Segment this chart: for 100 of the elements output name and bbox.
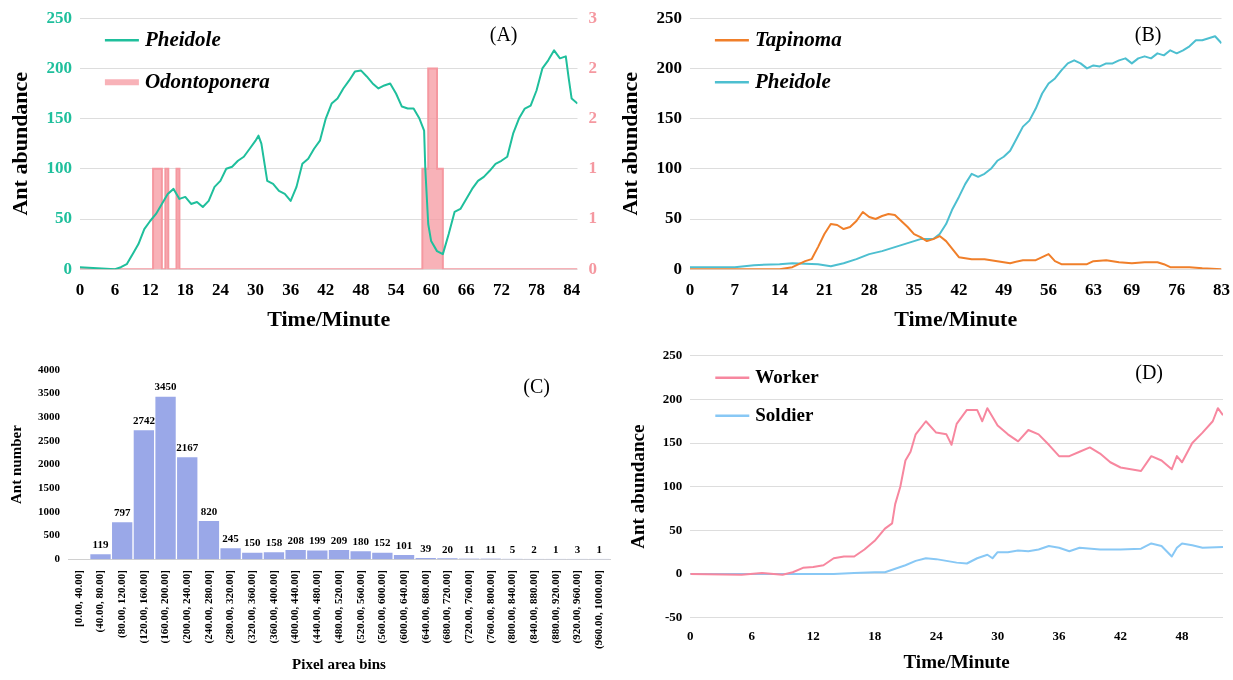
x-tick-label: 84 — [563, 279, 581, 299]
x-tick-label: 14 — [771, 279, 789, 299]
y-axis-title: Ant abundance — [627, 424, 649, 549]
x-tick-label: (920.00, 960.00] — [570, 570, 584, 644]
x-tick-label: 63 — [1084, 279, 1102, 299]
x-tick-label: (360.00, 400.00] — [266, 570, 280, 644]
x-axis-title: Time/Minute — [267, 306, 391, 332]
x-tick-label: 35 — [905, 279, 923, 299]
legend-label: Odontoponera — [144, 68, 270, 93]
legend-label: Pheidole — [753, 68, 831, 93]
data-label: 3450 — [154, 380, 178, 393]
y-tick-label: 0 — [63, 258, 72, 278]
y-tick-label: 50 — [669, 521, 683, 537]
data-label: 150 — [244, 536, 262, 549]
x-tick-label: 49 — [995, 279, 1013, 299]
y-tick-label: 100 — [656, 158, 682, 178]
y2-tick-label: 2 — [588, 57, 597, 77]
x-tick-label: (320.00, 360.00] — [245, 570, 259, 644]
y-tick-label: 250 — [656, 7, 682, 27]
x-tick-label: (480.00, 520.00] — [331, 570, 345, 644]
y-tick-label: 3500 — [38, 386, 61, 399]
y-axis-title: Ant abundance — [616, 71, 642, 216]
x-tick-label: 42 — [950, 279, 968, 299]
x-tick-label: 60 — [422, 279, 440, 299]
y-tick-label: 100 — [662, 478, 683, 494]
x-tick-label: 72 — [492, 279, 510, 299]
x-tick-label: 28 — [860, 279, 878, 299]
data-label: 119 — [92, 537, 109, 550]
x-tick-label: 18 — [868, 627, 882, 643]
data-label: 245 — [222, 531, 240, 544]
y-tick-label: 0 — [54, 552, 61, 565]
legend-label: Tapinoma — [754, 26, 842, 51]
legend-label: Soldier — [755, 403, 814, 425]
x-tick-label: 54 — [387, 279, 406, 299]
x-tick-label: 69 — [1123, 279, 1141, 299]
legend-label: Pheidole — [143, 26, 221, 51]
x-tick-label: (80.00, 120.00] — [115, 570, 129, 638]
data-label: 820 — [200, 504, 218, 517]
x-tick-label: 48 — [1175, 627, 1190, 643]
y-tick-label: 500 — [43, 528, 61, 541]
data-label: 1 — [596, 543, 602, 556]
x-tick-label: (880.00, 920.00] — [548, 570, 562, 644]
y-tick-label: 50 — [54, 208, 72, 228]
x-tick-label: 78 — [528, 279, 546, 299]
y-tick-label: -50 — [664, 608, 683, 624]
y-tick-label: 200 — [46, 57, 72, 77]
x-tick-label: (40.00, 80.00] — [93, 570, 107, 633]
x-tick-label: (160.00, 200.00] — [158, 570, 172, 644]
x-tick-label: 24 — [211, 279, 230, 299]
x-tick-label: (760.00, 800.00] — [483, 570, 497, 644]
y-tick-label: 2500 — [38, 433, 61, 446]
x-tick-label: 7 — [730, 279, 740, 299]
y2-tick-label: 3 — [588, 7, 597, 27]
x-tick-label: (960.00, 1000.00] — [592, 570, 605, 649]
x-tick-label: (720.00, 760.00] — [461, 570, 475, 644]
x-tick-label: [0.00, 40.00] — [71, 570, 84, 627]
x-tick-label: 76 — [1168, 279, 1186, 299]
x-tick-label: 66 — [457, 279, 475, 299]
y-tick-label: 3000 — [38, 410, 61, 423]
data-label: 3 — [574, 543, 581, 556]
data-label: 5 — [509, 543, 516, 556]
data-label: 158 — [265, 536, 283, 549]
y2-tick-label: 2 — [588, 107, 597, 127]
x-tick-label: (520.00, 560.00] — [353, 570, 367, 644]
x-tick-label: (800.00, 840.00] — [505, 570, 519, 644]
x-tick-label: (240.00, 280.00] — [201, 570, 215, 644]
y2-tick-label: 1 — [588, 158, 597, 178]
y-tick-label: 200 — [656, 57, 682, 77]
x-tick-label: 42 — [317, 279, 335, 299]
y-tick-label: 100 — [46, 158, 72, 178]
x-tick-label: 30 — [991, 627, 1005, 643]
data-label: 208 — [287, 533, 305, 546]
y-tick-label: 150 — [46, 107, 72, 127]
x-tick-label: (200.00, 240.00] — [180, 570, 194, 644]
y-tick-label: 0 — [673, 258, 682, 278]
data-label: 2742 — [132, 413, 156, 426]
data-label: 20 — [441, 542, 454, 555]
x-axis-title: Pixel area bins — [292, 655, 387, 672]
x-axis-title: Time/Minute — [903, 650, 1010, 672]
y-tick-label: 1500 — [38, 481, 61, 494]
x-tick-label: 0 — [687, 627, 694, 643]
annotation: (A) — [489, 23, 518, 47]
y-tick-label: 250 — [46, 7, 72, 27]
y-tick-label: 150 — [656, 107, 682, 127]
x-tick-label: 0 — [75, 279, 85, 299]
x-tick-label: 18 — [176, 279, 194, 299]
data-label: 2167 — [176, 441, 199, 454]
x-tick-label: (280.00, 320.00] — [223, 570, 237, 644]
y-tick-label: 50 — [664, 208, 682, 228]
x-tick-label: (600.00, 640.00] — [396, 570, 410, 644]
x-tick-label: (400.00, 440.00] — [288, 570, 302, 644]
x-tick-label: 56 — [1040, 279, 1058, 299]
data-label: 2 — [531, 543, 538, 556]
y-tick-label: 200 — [662, 390, 683, 406]
x-tick-label: (680.00, 720.00] — [440, 570, 454, 644]
x-tick-label: 12 — [141, 279, 159, 299]
y2-tick-label: 1 — [588, 208, 597, 228]
y-tick-label: 4000 — [38, 362, 61, 375]
x-tick-label: 83 — [1213, 279, 1230, 299]
x-tick-label: (440.00, 480.00] — [310, 570, 324, 644]
